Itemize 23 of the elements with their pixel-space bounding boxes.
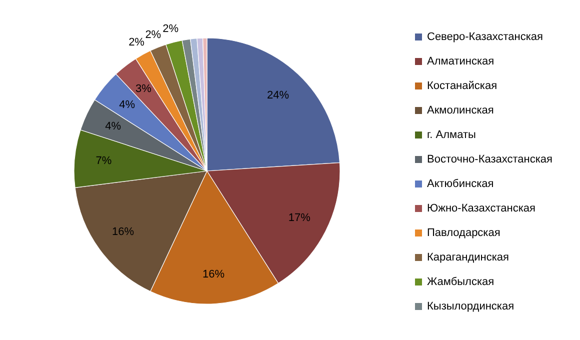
legend-label: Костанайская (427, 80, 498, 92)
legend-label: Алматинская (427, 55, 494, 68)
legend-label: Акмолинская (427, 104, 494, 116)
legend-label: Северо-Казахстанская (427, 30, 544, 43)
data-label: 4% (105, 120, 122, 133)
legend-label: Павлодарская (427, 226, 500, 239)
data-label: 2% (128, 36, 145, 49)
data-label: 24% (267, 89, 290, 102)
data-label: 7% (96, 155, 112, 168)
legend-label: Кызылординская (427, 300, 514, 312)
data-label: 3% (135, 82, 152, 95)
legend-label: Южно-Казахстанская (427, 202, 536, 214)
data-label: 4% (119, 98, 136, 111)
legend-label: Жамбылская (427, 276, 494, 288)
legend-label: Восточно-Казахстанская (427, 153, 553, 166)
data-label: 2% (162, 23, 179, 36)
legend-label: Карагандинская (427, 251, 510, 264)
data-label: 17% (288, 212, 311, 224)
data-label: 2% (145, 28, 162, 41)
data-label: 16% (202, 268, 225, 280)
data-label: 16% (112, 226, 134, 238)
legend-label: Актюбинская (427, 178, 494, 190)
legend-label: г. Алматы (427, 128, 476, 141)
